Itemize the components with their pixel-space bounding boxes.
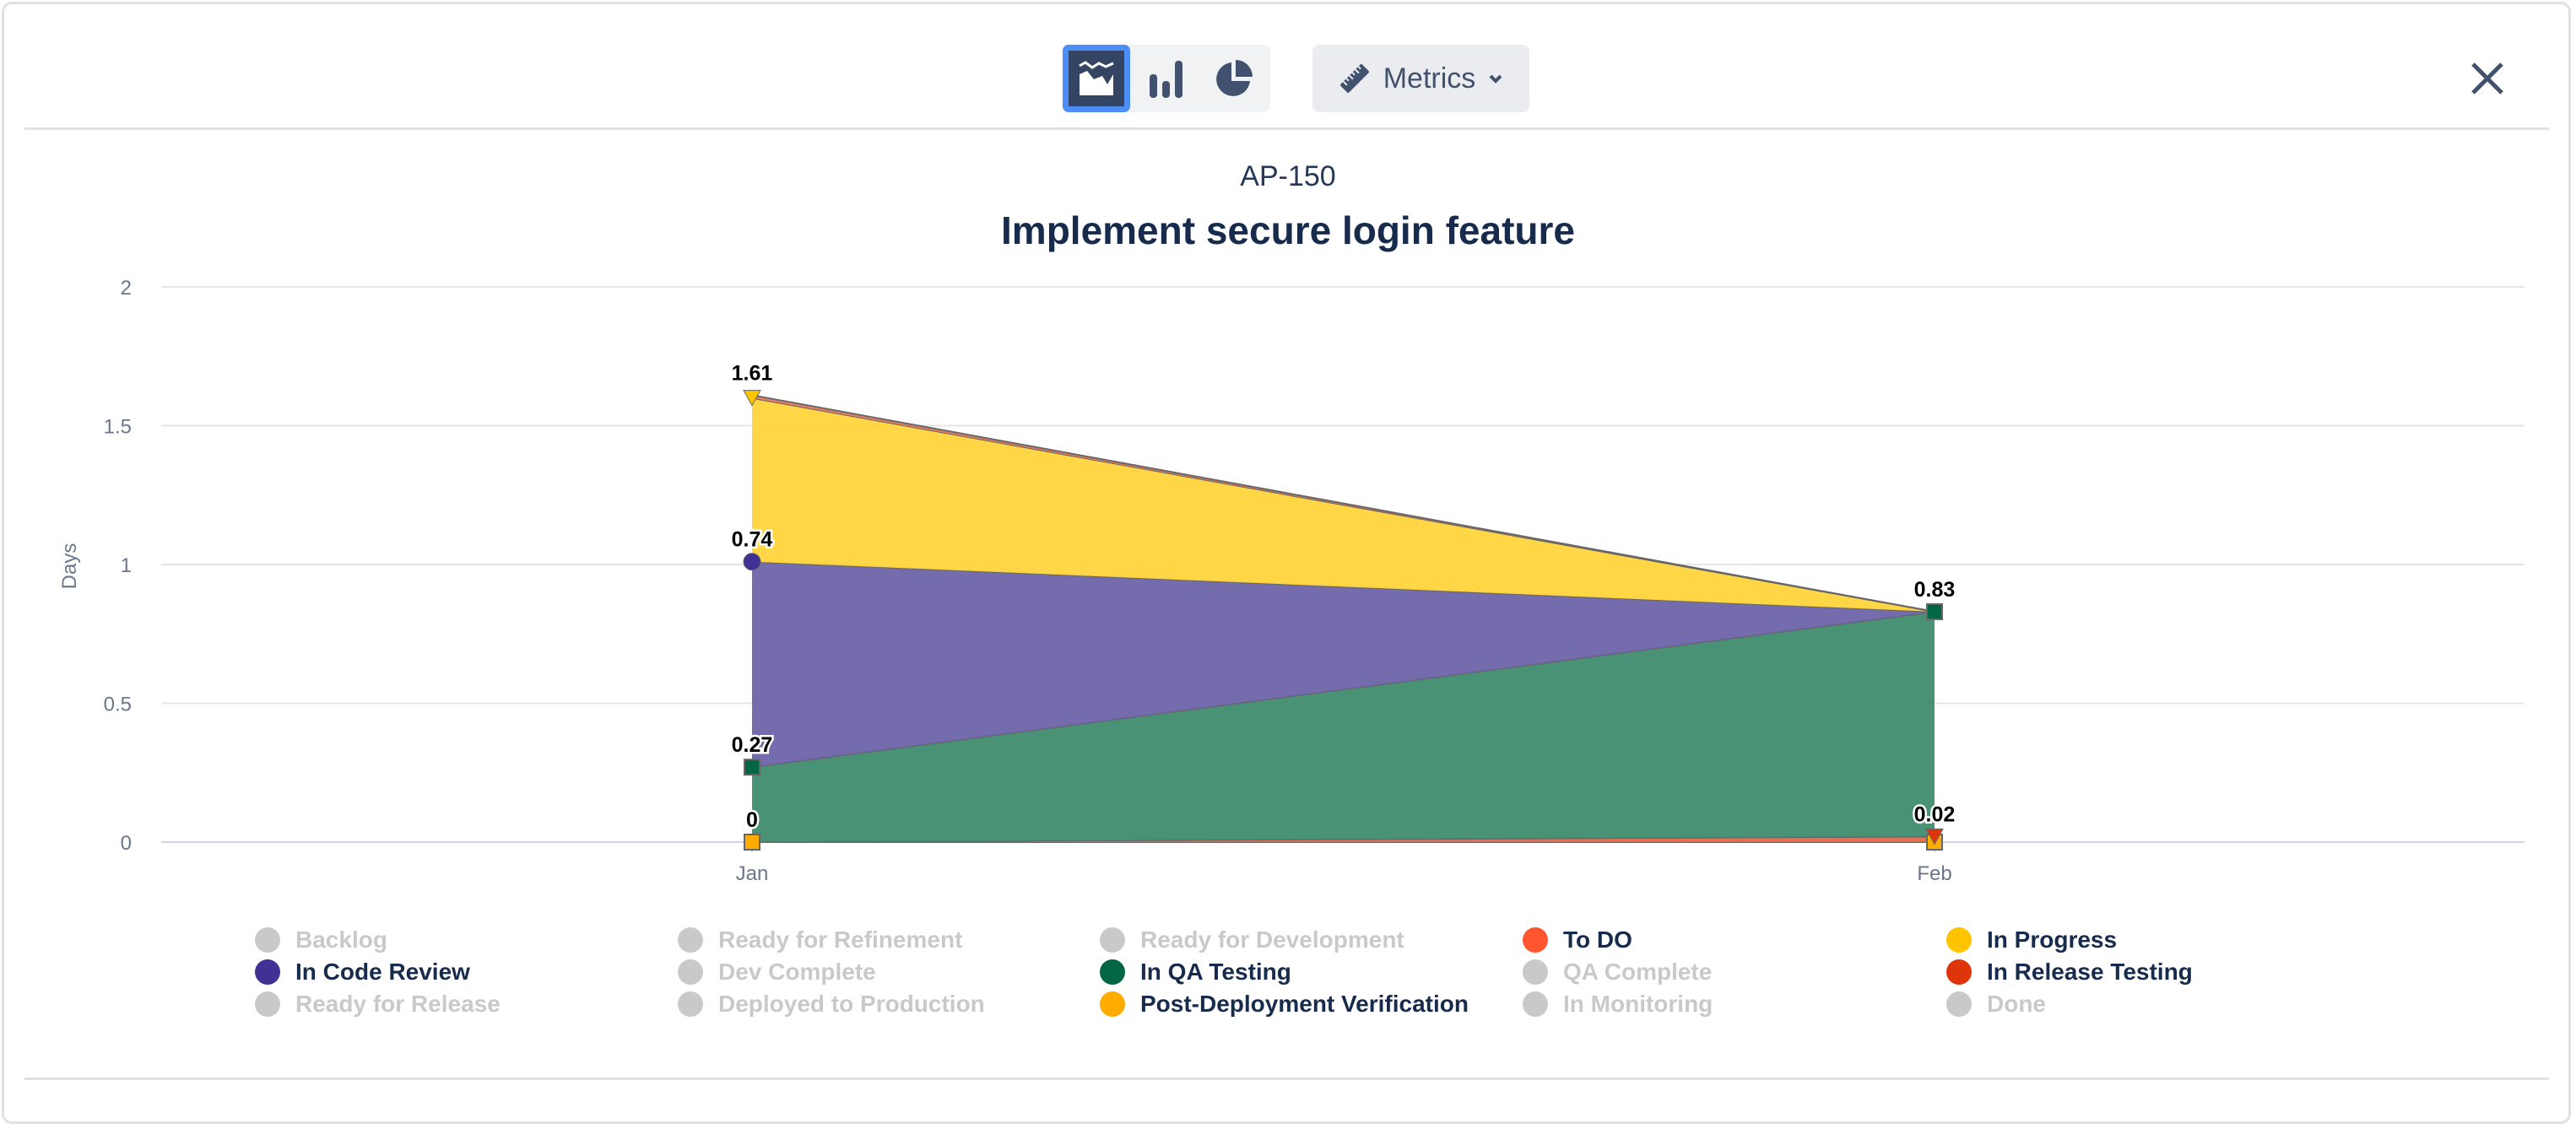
data-point (743, 390, 761, 407)
legend-item[interactable]: In QA Testing (1100, 956, 1291, 988)
data-point (743, 553, 761, 571)
x-tick-label: Jan (736, 862, 769, 885)
y-axis-label: Days (58, 543, 81, 590)
legend-item[interactable]: In Monitoring (1523, 988, 1713, 1020)
data-label: 0.74 (732, 528, 773, 552)
area-chart-button[interactable] (1063, 45, 1130, 112)
legend-swatch (1523, 959, 1548, 985)
legend-swatch (255, 959, 280, 985)
legend-swatch (1946, 991, 1972, 1017)
y-tick-label: 2 (121, 277, 132, 300)
legend-item[interactable]: Post-Deployment Verification (1100, 988, 1469, 1020)
chart-title: Implement secure login feature (1001, 208, 1575, 252)
legend-label: Post-Deployment Verification (1140, 991, 1469, 1017)
metrics-dropdown[interactable]: Metrics (1312, 45, 1529, 112)
legend-item[interactable]: In Code Review (255, 956, 470, 988)
legend-item[interactable]: Dev Complete (678, 956, 876, 988)
metrics-label: Metrics (1383, 62, 1476, 95)
legend-label: Deployed to Production (718, 991, 985, 1017)
legend-item[interactable]: Done (1946, 988, 2046, 1020)
close-icon (2471, 62, 2503, 95)
legend-label: In Monitoring (1563, 991, 1713, 1017)
data-label: 0.83 (1914, 578, 1956, 602)
legend-swatch (1946, 927, 1972, 953)
legend-label: In Release Testing (1987, 959, 2193, 985)
legend-item[interactable]: Ready for Release (255, 988, 501, 1020)
legend-label: Ready for Refinement (718, 926, 963, 953)
legend-label: In Progress (1987, 926, 2118, 953)
legend-swatch (255, 991, 280, 1017)
y-tick-label: 0 (121, 832, 132, 855)
chevron-down-icon (1489, 74, 1502, 84)
x-tick-label: Feb (1917, 862, 1951, 885)
header-divider (24, 127, 2549, 130)
data-point (1925, 828, 1944, 845)
legend-item[interactable]: Ready for Development (1100, 924, 1404, 956)
legend-label: QA Complete (1563, 959, 1713, 985)
legend-label: Dev Complete (718, 959, 876, 985)
legend-item[interactable]: To DO (1523, 924, 1632, 956)
legend-swatch (678, 959, 703, 985)
legend-swatch (1100, 959, 1125, 985)
bar-chart-icon (1150, 61, 1182, 98)
legend-swatch (1946, 959, 1972, 985)
legend-swatch (1100, 991, 1125, 1017)
legend-item[interactable]: QA Complete (1523, 956, 1712, 988)
issue-key: AP-150 (1240, 160, 1336, 192)
legend-swatch (678, 991, 703, 1017)
y-tick-label: 1.5 (104, 416, 132, 439)
legend-label: Ready for Development (1140, 926, 1404, 953)
area-in-code-review (752, 561, 1935, 768)
legend-label: In Code Review (295, 959, 470, 985)
legend-item[interactable]: In Release Testing (1946, 956, 2193, 988)
ruler-icon (1339, 64, 1369, 93)
legend-label: In QA Testing (1140, 959, 1291, 985)
data-label: 0.02 (1914, 802, 1956, 826)
area-in-qa-testing (752, 611, 1935, 842)
data-point (744, 759, 760, 776)
footer-divider (24, 1078, 2549, 1080)
close-button[interactable] (2465, 56, 2510, 101)
data-point (1926, 602, 1943, 620)
data-label: 1.61 (732, 361, 773, 385)
bar-chart-button[interactable] (1133, 45, 1200, 112)
data-point (744, 834, 760, 851)
legend-swatch (1523, 991, 1548, 1017)
y-tick-label: 0.5 (104, 694, 132, 716)
legend-label: To DO (1563, 926, 1632, 953)
y-tick-label: 1 (121, 554, 132, 577)
legend-swatch (678, 927, 703, 953)
legend-item[interactable]: Ready for Refinement (678, 924, 962, 956)
data-label: 0 (746, 808, 758, 832)
legend-item[interactable]: In Progress (1946, 924, 2117, 956)
legend-label: Backlog (295, 926, 387, 953)
legend-swatch (1100, 927, 1125, 953)
series-line (751, 394, 1935, 613)
legend-swatch (255, 927, 280, 953)
legend-label: Done (1987, 991, 2046, 1017)
legend-label: Ready for Release (295, 991, 501, 1017)
stacked-area-chart: 0 0.5 1 1.5 2 Days Jan Feb 0 0.27 0.74 1.61 0.02 0.83 (58, 277, 2525, 885)
legend-swatch (1523, 927, 1548, 953)
pie-chart-icon (1216, 60, 1253, 96)
pie-chart-button[interactable] (1200, 45, 1268, 112)
chart-type-switcher (1063, 45, 1270, 112)
legend-item[interactable]: Backlog (255, 924, 387, 956)
area-chart-icon (1079, 61, 1114, 95)
legend-item[interactable]: Deployed to Production (678, 988, 985, 1020)
data-label: 0.27 (732, 733, 773, 757)
